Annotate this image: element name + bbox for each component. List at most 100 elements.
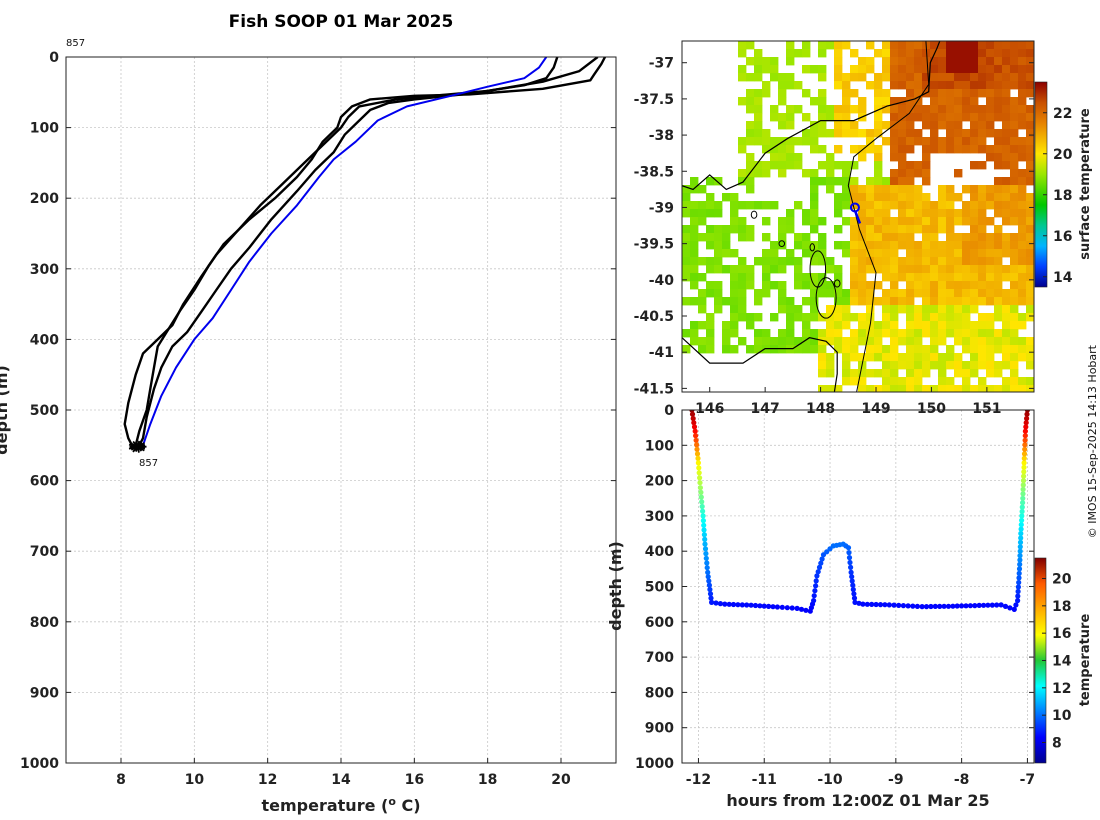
sst-cell	[1010, 241, 1019, 250]
sst-cell	[986, 273, 995, 282]
sst-cell	[738, 49, 747, 58]
sst-cell	[898, 113, 907, 122]
sst-cell	[874, 185, 883, 194]
sst-cell	[730, 313, 739, 322]
track-y-tick-label: 300	[645, 509, 674, 525]
track-point	[1021, 455, 1027, 461]
sst-cell	[994, 385, 1003, 392]
sst-cell	[866, 193, 875, 202]
profile-ticks: 8 10 12 14 16 18 20010020030040050060070080090…	[20, 50, 616, 788]
sst-cell	[962, 41, 971, 50]
sst-cell	[682, 185, 691, 194]
profile-x-tick-label: 12	[258, 772, 277, 788]
sst-cell	[914, 201, 923, 210]
sst-cell	[850, 329, 859, 338]
sst-cell	[962, 81, 971, 90]
sst-cell	[882, 193, 891, 202]
sst-cell	[962, 57, 971, 66]
sst-cell	[882, 345, 891, 354]
sst-cell	[954, 145, 963, 154]
sst-cell	[962, 89, 971, 98]
sst-cell	[946, 97, 955, 106]
sst-cell	[810, 145, 819, 154]
sst-cell	[946, 129, 955, 138]
sst-cell	[730, 273, 739, 282]
track-point	[708, 595, 714, 601]
sst-cell	[690, 257, 699, 266]
sst-cell	[810, 201, 819, 210]
track-point	[1017, 544, 1023, 550]
sst-cell	[818, 161, 827, 170]
sst-cell	[906, 241, 915, 250]
track-point	[1020, 478, 1027, 484]
sst-cell	[850, 49, 859, 58]
sst-cell	[930, 265, 939, 274]
sst-cell	[850, 217, 859, 226]
sst-cell	[770, 153, 779, 162]
sst-cell	[898, 337, 907, 346]
track-point	[691, 424, 698, 430]
track-grid	[682, 409, 1034, 764]
track-point	[851, 591, 857, 597]
sst-cell	[1018, 169, 1027, 178]
sst-cell	[986, 345, 995, 354]
sst-cell	[890, 129, 899, 138]
sst-cell	[818, 257, 827, 266]
track-point	[700, 513, 706, 519]
sst-cell	[994, 57, 1003, 66]
sst-cell	[786, 297, 795, 306]
sst-cell	[1018, 297, 1027, 306]
sst-cell	[866, 241, 875, 250]
sst-cell	[1026, 89, 1034, 98]
sst-cell	[698, 345, 707, 354]
sst-cell	[786, 305, 795, 314]
track-point	[705, 574, 711, 580]
track-colorbar-tick-label: 16	[1052, 626, 1071, 642]
sst-cell	[874, 201, 883, 210]
track-point	[1021, 473, 1027, 479]
profile-y-tick-label: 1000	[20, 756, 59, 772]
sst-cell	[746, 233, 755, 242]
sst-cell	[770, 73, 779, 82]
sst-cell	[1002, 329, 1011, 338]
sst-cell	[946, 241, 955, 250]
sst-cell	[922, 201, 931, 210]
sst-cell	[834, 41, 843, 50]
track-point	[702, 536, 708, 543]
sst-cell	[842, 113, 851, 122]
track-point	[959, 603, 965, 609]
sst-cell	[962, 209, 971, 218]
sst-cell	[874, 265, 883, 274]
sst-cell	[738, 281, 747, 290]
track-point	[850, 582, 856, 588]
sst-cell	[970, 113, 979, 122]
sst-cell	[1010, 321, 1019, 330]
sst-cell	[746, 265, 755, 274]
profile-y-label: depth (m)	[0, 365, 11, 455]
track-point	[744, 602, 750, 608]
track-point	[932, 603, 938, 610]
track-point	[692, 428, 698, 434]
sst-cell	[850, 145, 859, 154]
sst-cell	[1018, 257, 1027, 266]
sst-cell	[874, 353, 883, 362]
sst-cell	[970, 81, 979, 90]
track-point	[1013, 602, 1019, 608]
sst-cell	[946, 193, 955, 202]
sst-cell	[954, 313, 963, 322]
sst-cell	[938, 361, 947, 370]
sst-cell	[850, 377, 859, 386]
sst-cell	[890, 193, 899, 202]
sst-cell	[874, 153, 883, 162]
sst-cell	[890, 177, 899, 186]
sst-cell	[994, 265, 1003, 274]
map-content	[682, 41, 1034, 392]
sst-cell	[818, 241, 827, 250]
sst-cell	[1018, 273, 1027, 282]
sst-cell	[946, 289, 955, 298]
track-point	[798, 606, 805, 612]
track-point	[860, 601, 866, 607]
sst-cell	[770, 313, 779, 322]
